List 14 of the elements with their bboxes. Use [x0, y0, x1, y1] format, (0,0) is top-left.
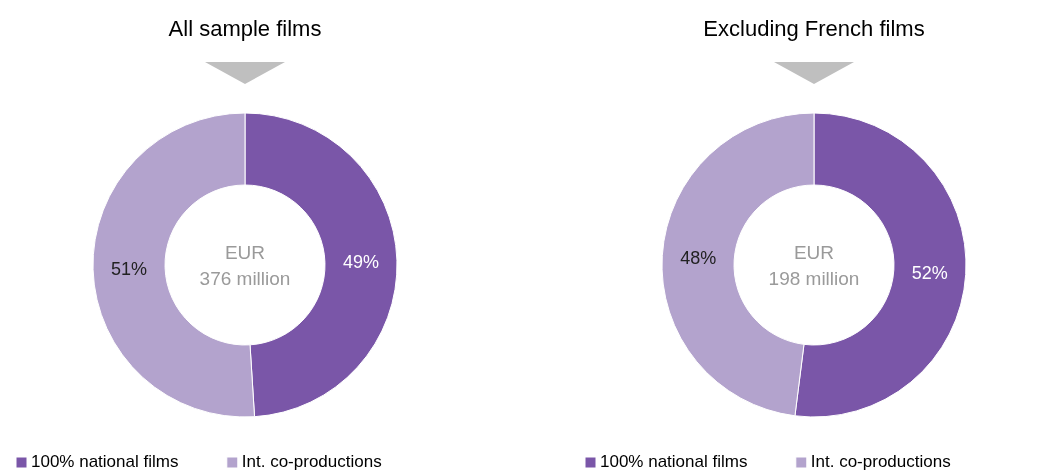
legend-label: Int. co-productions: [810, 452, 951, 470]
chart-title: All sample films: [168, 16, 322, 41]
data-label: 49%: [342, 251, 379, 272]
text: EUR: [793, 241, 835, 263]
text: 376 million: [199, 267, 291, 289]
text: EUR: [224, 241, 266, 263]
legend-label: Int. co-productions: [241, 452, 382, 470]
legend-label: 100% national films: [600, 452, 748, 470]
data-label: 48%: [680, 248, 717, 269]
data-label: 52%: [911, 262, 948, 283]
text: 198 million: [768, 267, 860, 289]
legend-label: 100% national films: [31, 452, 179, 470]
chart-title: Excluding French films: [703, 16, 925, 41]
data-label: 51%: [111, 258, 148, 279]
